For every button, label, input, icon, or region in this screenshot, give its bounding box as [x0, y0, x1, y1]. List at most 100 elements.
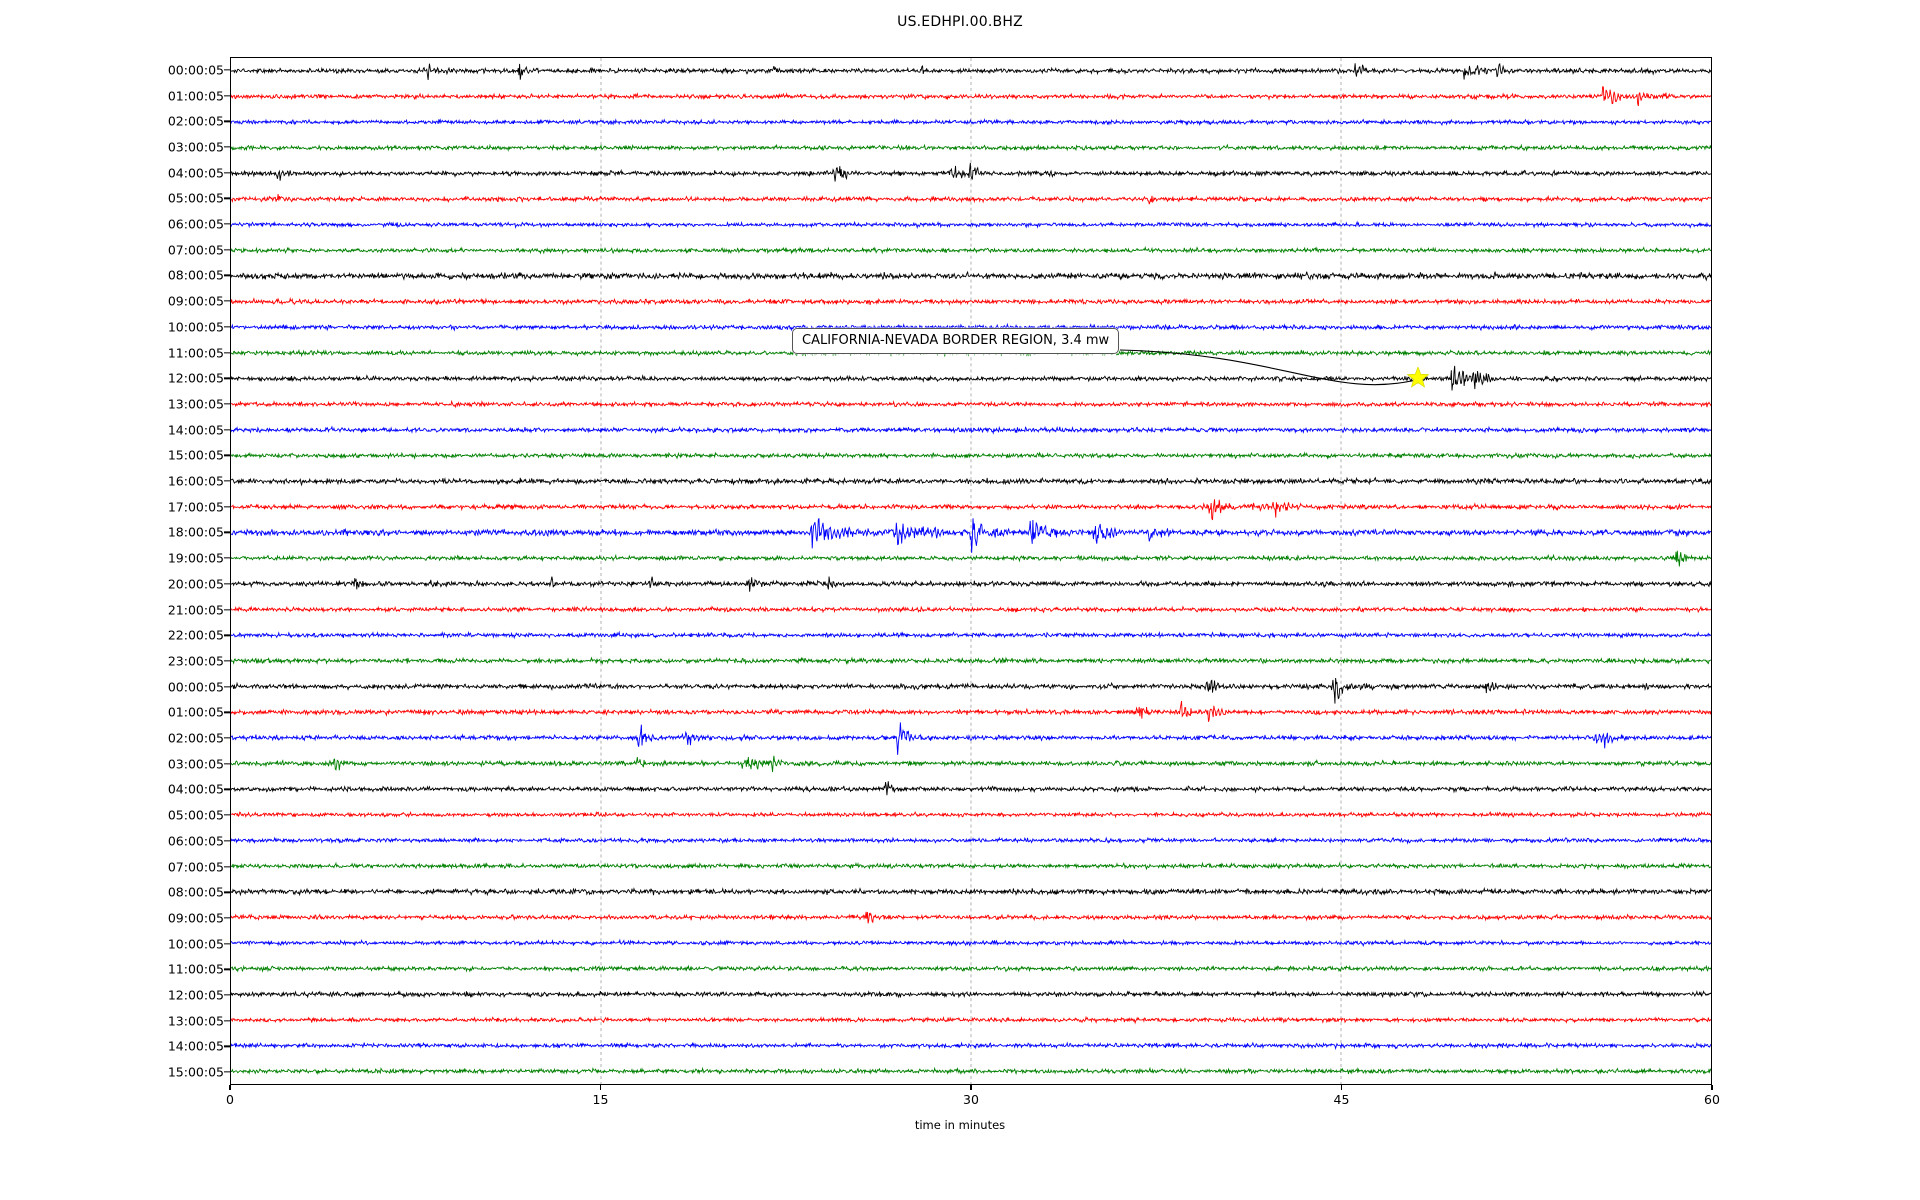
y-axis-tick-label: 03:00:05 — [167, 756, 224, 772]
y-axis-tick-label: 05:00:05 — [167, 190, 224, 206]
y-axis-tick-mark — [224, 531, 230, 534]
seismic-trace — [231, 399, 1711, 409]
y-axis-tick-label: 19:00:05 — [167, 550, 224, 566]
seismic-trace — [231, 911, 1711, 924]
y-axis-tick-mark — [224, 274, 230, 277]
y-axis-tick-mark — [224, 583, 230, 585]
y-axis-tick-mark — [224, 1071, 230, 1073]
y-axis-tick-label: 14:00:05 — [167, 422, 224, 438]
y-axis-tick-mark — [224, 788, 230, 791]
y-axis-tick-label: 23:00:05 — [167, 653, 224, 669]
y-axis-tick-mark — [224, 377, 230, 379]
y-axis-tick-mark — [224, 711, 230, 713]
y-axis-tick-mark — [224, 120, 230, 122]
y-axis-tick-mark — [224, 917, 230, 919]
y-axis-tick-label: 04:00:05 — [167, 781, 224, 797]
seismic-trace — [231, 990, 1711, 999]
x-axis-title: time in minutes — [914, 1118, 1006, 1132]
y-axis-tick-mark — [224, 351, 230, 354]
seismic-trace — [231, 143, 1711, 152]
y-axis-tick-label: 15:00:05 — [167, 447, 224, 463]
y-axis-tick-mark — [224, 1045, 230, 1048]
y-axis-tick-label: 12:00:05 — [167, 370, 224, 386]
y-axis-tick-mark — [224, 660, 230, 662]
seismic-trace — [231, 118, 1711, 127]
seismic-trace — [231, 861, 1711, 871]
y-axis-tick-label: 03:00:05 — [167, 139, 224, 155]
seismic-trace — [231, 810, 1711, 819]
y-axis-tick-label: 02:00:05 — [167, 730, 224, 746]
y-axis-tick-mark — [224, 763, 230, 765]
y-axis-tick-label: 20:00:05 — [167, 576, 224, 592]
x-axis-tick-label: 45 — [1333, 1092, 1350, 1107]
seismic-trace — [231, 886, 1711, 897]
x-axis-tick-mark — [1340, 1085, 1343, 1090]
earthquake-annotation-label: CALIFORNIA-NEVADA BORDER REGION, 3.4 mw — [792, 328, 1120, 354]
seismic-trace — [231, 499, 1711, 521]
y-axis-tick-mark — [224, 171, 230, 174]
seismic-trace — [231, 86, 1711, 107]
y-axis-tick-mark — [224, 326, 230, 328]
y-axis-tick-label: 02:00:05 — [167, 113, 224, 129]
y-axis-tick-mark — [224, 685, 230, 688]
seismic-trace — [231, 700, 1711, 722]
y-axis-tick-label: 00:00:05 — [167, 679, 224, 695]
seismic-trace — [231, 630, 1711, 640]
seismic-trace — [231, 576, 1711, 592]
x-axis-tick-label: 15 — [592, 1092, 609, 1107]
seismic-trace — [231, 476, 1711, 487]
x-axis-tick-label: 60 — [1704, 1092, 1720, 1107]
seismic-trace — [231, 938, 1711, 948]
y-axis-tick-label: 13:00:05 — [167, 1013, 224, 1029]
x-axis-tick-mark — [599, 1085, 602, 1090]
x-axis-tick-mark — [1711, 1085, 1713, 1090]
plot-area — [230, 57, 1712, 1085]
seismic-trace — [231, 518, 1711, 553]
y-axis-tick-mark — [224, 608, 230, 611]
seismic-trace — [231, 451, 1711, 460]
y-axis-tick-label: 11:00:05 — [167, 961, 224, 977]
seismic-trace — [231, 296, 1711, 306]
y-axis-tick-label: 18:00:05 — [167, 524, 224, 540]
y-axis-tick-mark — [224, 223, 230, 225]
y-axis-tick-mark — [224, 737, 230, 739]
y-axis-tick-label: 09:00:05 — [167, 910, 224, 926]
y-axis-tick-mark — [224, 300, 230, 302]
y-axis-tick-label: 16:00:05 — [167, 473, 224, 489]
y-axis-tick-label: 07:00:05 — [167, 859, 224, 875]
seismic-trace — [231, 836, 1711, 845]
x-axis-tick-mark — [229, 1085, 231, 1090]
y-axis-tick-label: 06:00:05 — [167, 833, 224, 849]
seismic-trace — [231, 322, 1711, 332]
y-axis-tick-layer: 00:00:05 01:00:05 02:00:05 03:00:05 04:00:05… — [0, 0, 230, 1200]
seismic-trace — [231, 550, 1711, 567]
x-axis-tick-mark — [970, 1085, 972, 1090]
seismic-trace — [231, 781, 1711, 796]
y-axis-tick-mark — [224, 428, 230, 431]
y-axis-tick-label: 21:00:05 — [167, 602, 224, 618]
y-axis-tick-mark — [224, 454, 230, 456]
y-axis-tick-label: 01:00:05 — [167, 88, 224, 104]
y-axis-tick-mark — [224, 197, 230, 199]
y-axis-tick-mark — [224, 942, 230, 945]
y-axis-tick-mark — [224, 506, 230, 508]
page-title: US.EDHPI.00.BHZ — [897, 14, 1023, 30]
y-axis-tick-label: 15:00:05 — [167, 1064, 224, 1080]
y-axis-tick-mark — [224, 1020, 230, 1022]
seismic-trace — [231, 425, 1711, 435]
seismic-trace — [231, 964, 1711, 973]
seismic-trace — [231, 1041, 1711, 1051]
y-axis-tick-label: 05:00:05 — [167, 807, 224, 823]
y-axis-tick-label: 04:00:05 — [167, 165, 224, 181]
seismic-trace — [231, 656, 1711, 666]
y-axis-tick-label: 13:00:05 — [167, 396, 224, 412]
y-axis-tick-label: 17:00:05 — [167, 499, 224, 515]
y-axis-tick-mark — [224, 968, 230, 970]
y-axis-tick-mark — [224, 249, 230, 251]
y-axis-tick-mark — [224, 891, 230, 893]
y-axis-tick-mark — [224, 634, 230, 636]
y-axis-tick-label: 12:00:05 — [167, 987, 224, 1003]
seismic-trace — [231, 193, 1711, 205]
seismic-trace — [231, 755, 1711, 773]
